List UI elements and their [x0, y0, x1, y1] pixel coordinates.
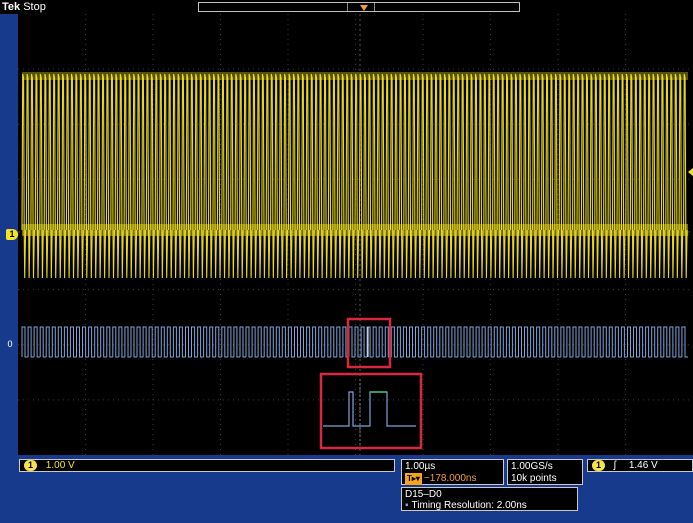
channel1-scale-readout[interactable]: 1 1.00 V — [19, 459, 395, 472]
channel1-base-band — [22, 224, 688, 236]
channel1-scale: 1.00 V — [45, 460, 75, 471]
zoom-digital-trace — [323, 391, 416, 427]
channel1-trace — [21, 73, 688, 279]
record-view-window[interactable] — [347, 3, 375, 11]
trigger-source-badge: 1 — [592, 460, 606, 471]
timebase-readout[interactable]: 1.00µs T▸▾ −178.000ns — [401, 459, 504, 485]
timing-icon: ▪ — [405, 500, 409, 511]
digital-group-marker[interactable]: 0 — [7, 339, 13, 349]
rising-edge-icon: ʃ — [613, 460, 617, 471]
digital-group: D15–D0 — [405, 489, 442, 500]
trigger-readout[interactable]: 1 ʃ 1.46 V — [587, 459, 693, 472]
timing-resolution: Timing Resolution: 2.00ns — [411, 500, 527, 511]
channel1-badge: 1 — [24, 460, 38, 471]
trigger-position-icon[interactable] — [360, 5, 368, 11]
digital-readout[interactable]: D15–D0 ▪ Timing Resolution: 2.00ns — [401, 487, 578, 511]
channel1-top-band — [22, 72, 688, 80]
zoom-highlight-box — [319, 372, 423, 450]
brand-label: Tek — [2, 1, 21, 13]
trigger-level-marker[interactable] — [688, 168, 693, 176]
acquisition-readout[interactable]: 1.00GS/s 10k points — [507, 459, 583, 485]
record-view-strip[interactable] — [198, 2, 520, 12]
timebase-position: −178.000ns — [423, 473, 477, 484]
sample-rate: 1.00GS/s — [511, 461, 553, 472]
timebase-scale: 1.00µs — [405, 461, 436, 472]
run-state-label: Stop — [23, 1, 46, 13]
channel1-ground-marker[interactable]: 1 — [6, 229, 18, 240]
waveform-display[interactable] — [18, 14, 693, 455]
glitch-highlight-box — [346, 317, 392, 369]
trigger-position-badge-icon: T▸▾ — [405, 473, 422, 485]
digital-trace — [21, 326, 688, 358]
trigger-level: 1.46 V — [628, 460, 658, 471]
acquisition-status: Tek Stop — [2, 0, 46, 14]
waveform-svg — [18, 14, 693, 455]
record-length: 10k points — [511, 473, 557, 484]
